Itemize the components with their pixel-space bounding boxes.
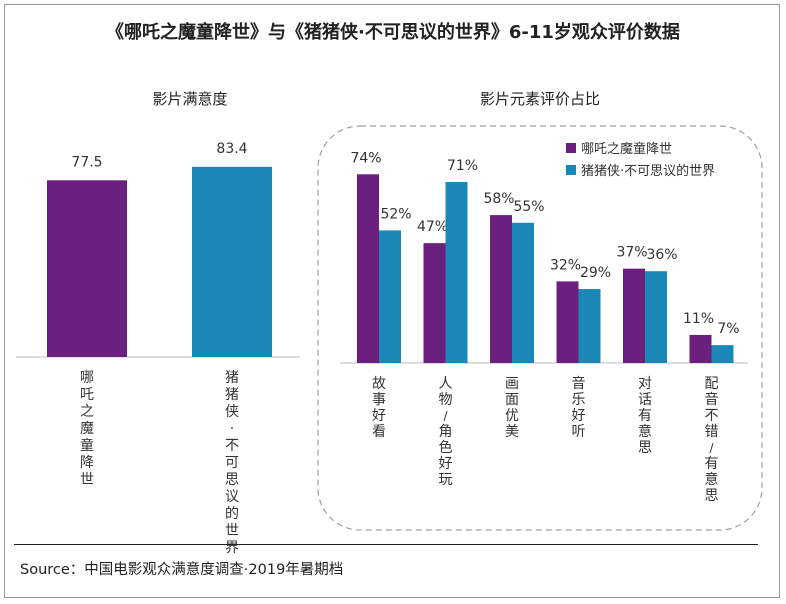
elements-value-label: 58% bbox=[483, 191, 514, 207]
elements-value-label: 11% bbox=[683, 311, 714, 327]
elements-category-label: 画面优美 bbox=[505, 376, 519, 440]
legend-swatch bbox=[566, 143, 576, 153]
nezha-bar bbox=[623, 268, 645, 363]
page-title: 《哪吒之魔童降世》与《猪猪侠·不可思议的世界》6-11岁观众评价数据 bbox=[106, 22, 680, 43]
zhuzhuxia-bar bbox=[512, 222, 534, 363]
source-note: Source：中国电影观众满意度调查·2019年暑期档 bbox=[20, 562, 344, 578]
nezha-bar bbox=[689, 334, 712, 363]
elements-category-label: 对话有意思 bbox=[638, 376, 652, 456]
nezha-bar bbox=[357, 174, 379, 363]
elements-category-label: 人物/角色好玩 bbox=[439, 376, 453, 488]
zhuzhuxia-bar bbox=[645, 271, 667, 363]
legend-label: 猪猪侠·不可思议的世界 bbox=[581, 163, 715, 179]
elements-chart: 74% 52% 故事好看 47% 71% 人物/角色好玩 58%55% 画面优美 32%29% 音… bbox=[340, 141, 748, 504]
elements-value-label: 47% bbox=[417, 219, 448, 235]
elements-category-label: 配音不错/有意思 bbox=[705, 376, 719, 504]
satisfaction-bar bbox=[192, 166, 272, 357]
source-divider bbox=[14, 544, 758, 545]
elements-value-label: 52% bbox=[380, 206, 411, 222]
satisfaction-category-label: 猪猪侠·不可思议的世界 bbox=[225, 370, 239, 556]
nezha-bar bbox=[423, 243, 446, 363]
zhuzhuxia-bar bbox=[578, 289, 601, 363]
satisfaction-bar bbox=[47, 180, 127, 357]
elements-value-label: 37% bbox=[616, 245, 647, 261]
satisfaction-category-label: 哪吒之魔童降世 bbox=[80, 370, 94, 488]
elements-value-label: 74% bbox=[350, 150, 381, 166]
legend-swatch bbox=[566, 165, 576, 175]
zhuzhuxia-bar bbox=[711, 345, 734, 363]
zhuzhuxia-bar bbox=[445, 181, 468, 363]
elements-panel-border bbox=[317, 125, 763, 531]
satisfaction-value-label: 83.4 bbox=[216, 141, 247, 157]
nezha-bar bbox=[490, 215, 512, 363]
zhuzhuxia-bar bbox=[379, 230, 401, 363]
elements-value-label: 55% bbox=[513, 199, 544, 215]
satisfaction-value-label: 77.5 bbox=[71, 154, 102, 170]
chart-frame bbox=[4, 4, 780, 598]
elements-category-label: 故事好看 bbox=[372, 376, 386, 440]
satisfaction-chart-title: 影片满意度 bbox=[152, 90, 228, 108]
satisfaction-chart: 77.5 哪吒之魔童降世 83.4 猪猪侠·不可思议的世界 bbox=[16, 141, 300, 556]
elements-chart-title: 影片元素评价占比 bbox=[479, 90, 600, 108]
elements-value-label: 29% bbox=[580, 265, 611, 281]
legend-label: 哪吒之魔童降世 bbox=[581, 141, 672, 157]
elements-value-label: 71% bbox=[447, 158, 478, 174]
elements-value-label: 32% bbox=[550, 257, 581, 273]
elements-category-label: 音乐好听 bbox=[572, 375, 586, 440]
nezha-bar bbox=[556, 281, 579, 363]
elements-value-label: 7% bbox=[717, 321, 739, 337]
elements-value-label: 36% bbox=[646, 247, 677, 263]
